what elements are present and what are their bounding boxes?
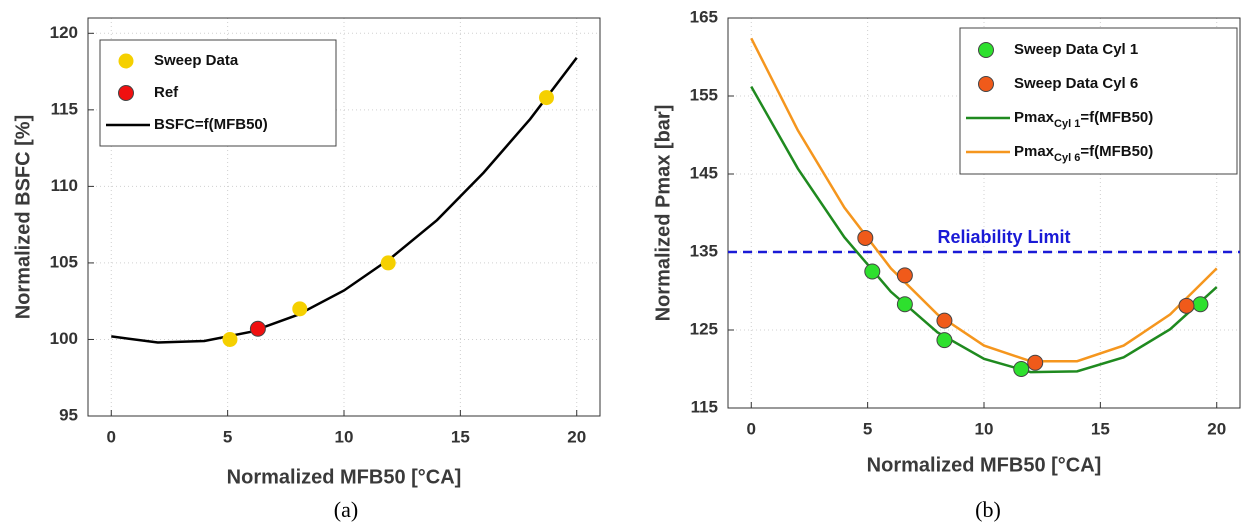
caption: (b): [975, 497, 1001, 522]
x-tick-label: 15: [1091, 419, 1110, 438]
x-tick-label: 5: [223, 427, 232, 446]
data-point: [896, 296, 913, 313]
legend-box: [959, 27, 1238, 175]
legend-name: BSFC=f(MFB50): [154, 116, 268, 133]
y-tick-label: 95: [59, 405, 78, 424]
reference-label: Reliability Limit: [937, 227, 1070, 247]
data-point: [538, 90, 554, 106]
x-tick-label: 0: [107, 427, 116, 446]
data-point: [292, 301, 308, 317]
data-point: [896, 267, 913, 284]
data-point: [936, 332, 953, 349]
legend-name: Sweep Data Cyl 6: [1014, 75, 1138, 92]
legend-box: [99, 39, 337, 147]
x-axis-label: Normalized MFB50 [°CA]: [227, 466, 462, 488]
legend-label: Ref: [154, 84, 179, 101]
y-tick-label: 115: [691, 397, 718, 416]
y-tick-label: 120: [50, 23, 78, 42]
x-tick-label: 0: [747, 419, 756, 438]
legend-marker: [118, 85, 134, 101]
legend-name: Pmax: [1014, 143, 1055, 160]
data-point: [864, 263, 881, 280]
y-tick-label: 145: [690, 163, 718, 182]
legend-subscript: Cyl 6: [1054, 152, 1080, 164]
data-point: [222, 331, 238, 347]
legend-name: Sweep Data Cyl 1: [1014, 41, 1138, 58]
x-tick-label: 10: [975, 419, 994, 438]
x-tick-label: 20: [567, 427, 586, 446]
y-tick-label: 165: [690, 7, 718, 26]
legend-name: Pmax: [1014, 109, 1055, 126]
data-point: [1013, 361, 1030, 377]
x-tick-label: 15: [451, 427, 470, 446]
legend-label: BSFC=f(MFB50): [154, 116, 268, 133]
data-point: [936, 312, 953, 329]
data-line: [111, 57, 578, 344]
x-tick-label: 10: [335, 427, 354, 446]
legend-suffix: =f(MFB50): [1080, 143, 1153, 160]
legend-label: Sweep Data Cyl 1: [1014, 41, 1138, 58]
legend-marker: [118, 53, 134, 69]
x-axis-label: Normalized MFB50 [°CA]: [867, 454, 1102, 476]
data-line: [750, 37, 1218, 363]
legend-name: Ref: [154, 84, 179, 101]
data-line: [750, 86, 1218, 374]
data-point: [380, 255, 396, 271]
y-tick-label: 115: [51, 99, 78, 118]
y-tick-label: 135: [690, 241, 718, 260]
y-tick-label: 110: [51, 176, 78, 195]
legend-label: PmaxCyl 1=f(MFB50): [1014, 109, 1153, 130]
caption: (a): [334, 497, 358, 522]
plot-frame: [87, 17, 601, 417]
legend-name: Sweep Data: [154, 52, 239, 69]
legend-suffix: =f(MFB50): [1080, 109, 1153, 126]
data-point: [249, 320, 266, 337]
data-point: [1178, 297, 1195, 314]
y-axis-label: Normalized Pmax [bar]: [652, 105, 674, 322]
y-axis-label: Normalized BSFC [%]: [12, 115, 34, 319]
data-point: [1192, 296, 1209, 313]
legend-label: Sweep Data Cyl 6: [1014, 75, 1138, 92]
y-tick-label: 155: [690, 85, 718, 104]
x-tick-label: 20: [1207, 419, 1226, 438]
legend-subscript: Cyl 1: [1054, 118, 1080, 130]
legend-label: PmaxCyl 6=f(MFB50): [1014, 143, 1153, 164]
legend-label: Sweep Data: [154, 52, 239, 69]
data-point: [1027, 354, 1044, 371]
y-tick-label: 125: [690, 319, 718, 338]
legend-marker: [978, 76, 994, 92]
plot-frame: [727, 17, 1241, 409]
y-tick-label: 105: [50, 252, 78, 271]
legend-marker: [978, 42, 994, 58]
x-tick-label: 5: [863, 419, 872, 438]
data-point: [857, 229, 874, 246]
y-tick-label: 100: [50, 329, 78, 348]
